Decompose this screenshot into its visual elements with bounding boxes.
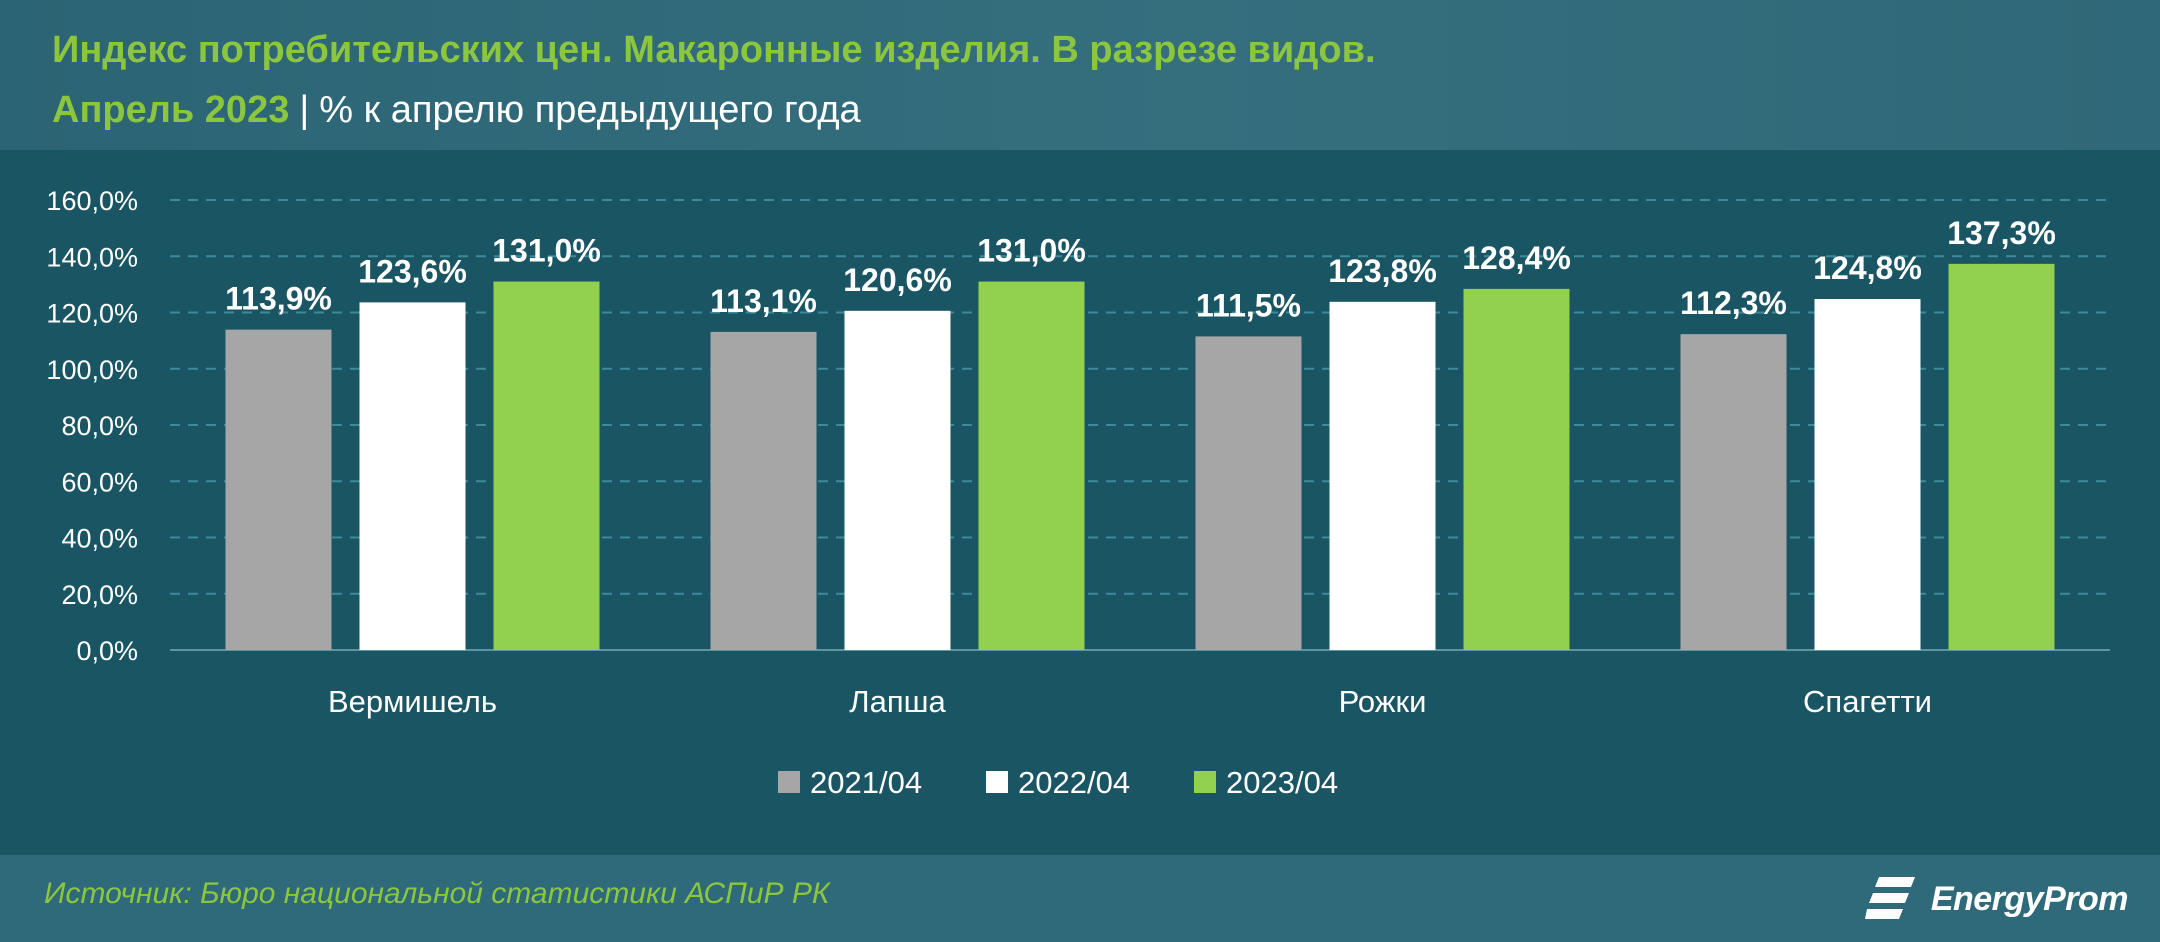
- energyprom-logo-icon: [1864, 877, 1915, 919]
- subtitle-period: Апрель 2023: [52, 89, 290, 131]
- legend-label: 2022/04: [1018, 765, 1130, 800]
- chart-area: 0,0% 20,0% 40,0% 60,0% 80,0% 100,0% 120,0% 140,…: [0, 150, 2160, 855]
- data-label: 111,5%: [1196, 287, 1301, 323]
- footer: Источник: Бюро национальной статистики А…: [0, 855, 2160, 942]
- bar: [978, 281, 1085, 650]
- bar: [493, 281, 600, 650]
- header: Индекс потребительских цен. Макаронные и…: [0, 0, 2160, 150]
- y-tick-label: 0,0%: [76, 636, 138, 666]
- chart-title: Индекс потребительских цен. Макаронные и…: [52, 29, 1376, 71]
- data-label: 137,3%: [1947, 215, 2056, 251]
- y-tick-label: 80,0%: [61, 411, 138, 441]
- x-tick-label: Спагетти: [1803, 684, 1932, 719]
- data-label: 128,4%: [1462, 240, 1571, 276]
- legend-label: 2021/04: [810, 765, 922, 800]
- data-label: 113,1%: [710, 283, 817, 319]
- subtitle-unit: % к апрелю предыдущего года: [319, 89, 861, 131]
- y-tick-label: 160,0%: [46, 186, 138, 216]
- data-label: 131,0%: [492, 233, 601, 269]
- legend-swatch: [986, 771, 1008, 793]
- bar: [1195, 336, 1302, 650]
- subtitle-separator: |: [299, 89, 310, 131]
- x-tick-label: Вермишель: [328, 684, 497, 719]
- y-tick-label: 40,0%: [61, 524, 138, 554]
- bar: [1814, 299, 1921, 650]
- data-label: 112,3%: [1680, 285, 1787, 321]
- legend-swatch: [1194, 771, 1216, 793]
- bar: [1329, 301, 1436, 650]
- bar: [225, 329, 332, 650]
- bar: [1680, 334, 1787, 650]
- data-label: 131,0%: [977, 233, 1086, 269]
- bar: [1948, 263, 2055, 650]
- chart-subtitle: Апрель 2023 |% к апрелю предыдущего года: [52, 87, 861, 133]
- logo-text: EnergyProm: [1930, 879, 2129, 918]
- data-label: 120,6%: [843, 262, 952, 298]
- y-tick-label: 60,0%: [61, 467, 138, 497]
- y-tick-label: 100,0%: [46, 355, 138, 385]
- bar: [710, 331, 817, 650]
- x-tick-label: Рожки: [1339, 684, 1427, 719]
- brand-logo: EnergyProm: [1864, 869, 2129, 929]
- bar: [844, 310, 951, 650]
- y-tick-label: 140,0%: [46, 242, 138, 272]
- data-label: 123,6%: [358, 253, 467, 289]
- y-tick-label: 20,0%: [61, 580, 138, 610]
- data-label: 113,9%: [225, 281, 332, 317]
- data-label: 123,8%: [1328, 253, 1437, 289]
- legend-swatch: [778, 771, 800, 793]
- legend-label: 2023/04: [1226, 765, 1338, 800]
- bar: [359, 302, 466, 650]
- source-note: Источник: Бюро национальной статистики А…: [44, 877, 830, 910]
- bar: [1463, 288, 1570, 650]
- bar-chart: 0,0% 20,0% 40,0% 60,0% 80,0% 100,0% 120,0% 140,…: [46, 186, 2110, 800]
- data-label: 124,8%: [1813, 250, 1922, 286]
- y-tick-label: 120,0%: [46, 299, 138, 329]
- x-tick-label: Лапша: [849, 684, 946, 719]
